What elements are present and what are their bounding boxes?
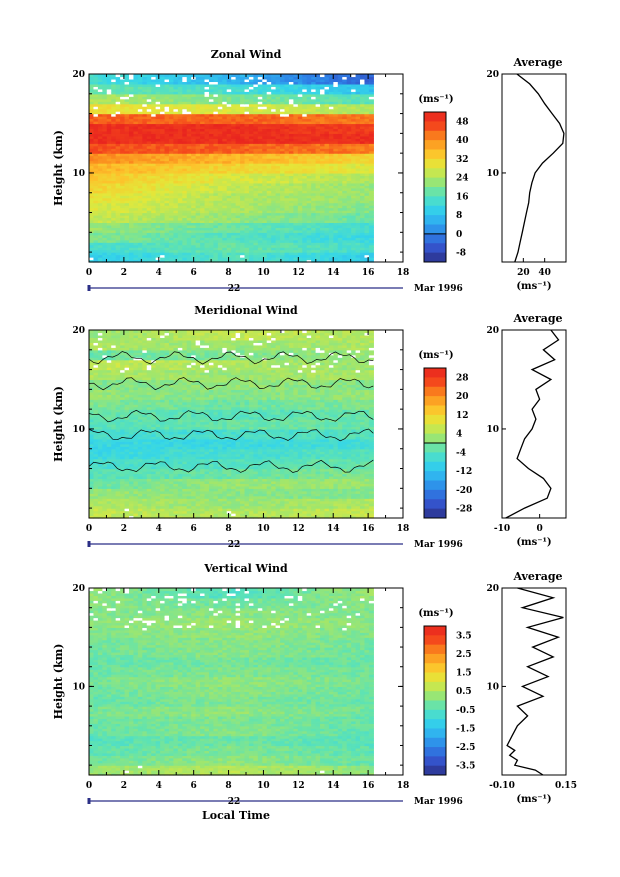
x-tick-label: 6 <box>191 268 197 278</box>
colorbar-segment <box>424 121 446 131</box>
profile-x-label: (ms⁻¹) <box>516 281 551 292</box>
x-tick-label: 4 <box>156 268 162 278</box>
colorbar-tick-label: 0 <box>456 230 462 240</box>
colorbar-segment <box>424 225 446 235</box>
date-axis-start-marker <box>88 285 91 291</box>
x-tick-label: 18 <box>397 268 410 278</box>
x-tick-label: 2 <box>121 268 127 278</box>
colorbar-tick-label: 32 <box>456 155 469 165</box>
x-tick-label: 12 <box>292 268 305 278</box>
colorbar-tick-label: 8 <box>456 211 462 221</box>
profile-title: Average <box>512 56 562 69</box>
colorbar-segment <box>424 112 446 122</box>
x-tick-label: 16 <box>362 268 375 278</box>
colorbar-segment <box>424 253 446 263</box>
colorbar-segment <box>424 159 446 169</box>
colorbar-tick-label: 16 <box>456 192 469 202</box>
profile-x-tick-label: 20 <box>517 268 530 278</box>
colorbar-tick-label: 48 <box>456 117 469 127</box>
month-label: Mar 1996 <box>414 284 463 294</box>
panel-title: Meridional Wind <box>194 304 298 317</box>
profile-y-tick-label: 10 <box>486 169 499 179</box>
x-tick-label: 0 <box>86 268 92 278</box>
colorbar-segment <box>424 187 446 197</box>
colorbar-tick-label: 24 <box>456 174 469 184</box>
date-label: 22 <box>228 284 241 294</box>
colorbar-segment <box>424 243 446 253</box>
colorbar-segment <box>424 234 446 244</box>
colorbar-segment <box>424 215 446 225</box>
profile-x-tick-label: 40 <box>538 268 551 278</box>
colorbar-segment <box>424 196 446 206</box>
colorbar-segment <box>424 131 446 141</box>
colorbar-tick-label: -8 <box>456 249 466 259</box>
colorbar-segment <box>424 140 446 150</box>
colorbar-tick-label: 40 <box>456 136 469 146</box>
profile-line <box>515 74 564 262</box>
colorbar-unit: (ms⁻¹) <box>418 94 453 105</box>
panel-title: Zonal Wind <box>211 48 282 61</box>
y-tick-label: 20 <box>72 70 85 80</box>
x-tick-label: 14 <box>327 268 340 278</box>
y-tick-label: 10 <box>72 169 85 179</box>
y-axis-label: Height (km) <box>52 130 65 206</box>
heatmap-cells <box>89 74 374 263</box>
heatmap-cells <box>89 330 374 519</box>
colorbar-segment <box>424 206 446 216</box>
colorbar-segment <box>424 178 446 188</box>
profile-panel: Average 10 20 20 40 (ms⁻¹) <box>486 56 566 292</box>
colorbar-segment <box>424 168 446 178</box>
x-tick-label: 8 <box>225 268 231 278</box>
x-tick-label: 10 <box>257 268 270 278</box>
colorbar: (ms⁻¹) 48 40 32 24 16 8 0 -8 <box>418 94 468 262</box>
profile-frame <box>502 74 566 262</box>
profile-y-tick-label: 20 <box>486 70 499 80</box>
colorbar-segment <box>424 150 446 160</box>
